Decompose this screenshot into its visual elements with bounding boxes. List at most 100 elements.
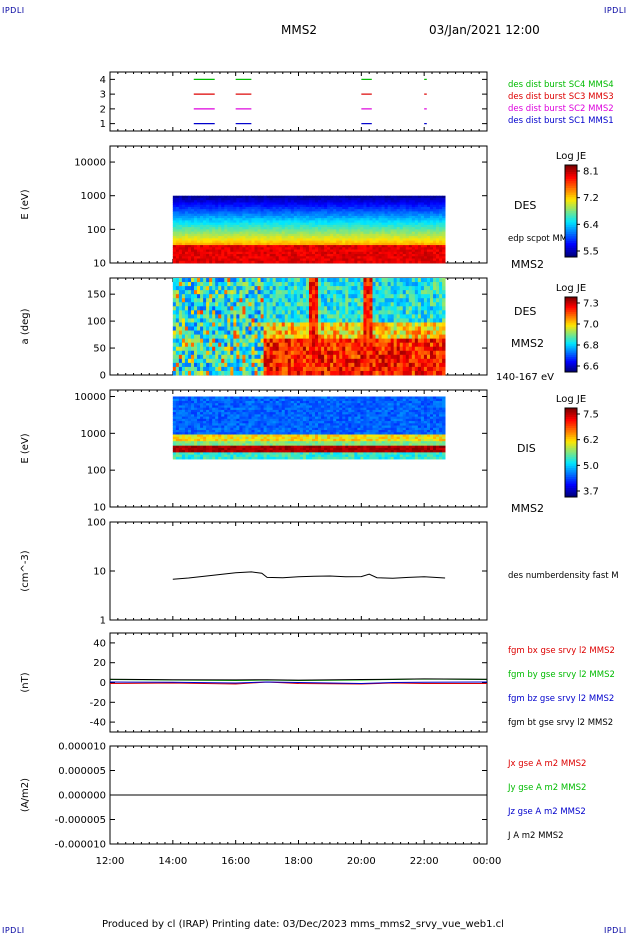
pitch-angle-cell — [251, 343, 254, 347]
pitch-angle-cell — [327, 306, 330, 310]
pitch-angle-cell — [409, 310, 412, 314]
pitch-angle-cell — [221, 359, 224, 363]
pitch-angle-cell — [376, 343, 379, 347]
pitch-angle-cell — [242, 343, 245, 347]
pitch-angle-cell — [236, 371, 239, 375]
pitch-angle-cell — [206, 339, 209, 343]
pitch-angle-cell — [342, 351, 345, 355]
pitch-angle-cell — [357, 363, 360, 367]
pitch-angle-cell — [303, 278, 306, 282]
pitch-angle-cell — [182, 367, 185, 371]
pitch-angle-cell — [324, 359, 327, 363]
pitch-angle-cell — [376, 339, 379, 343]
pitch-angle-cell — [400, 298, 403, 302]
pitch-angle-cell — [409, 278, 412, 282]
pitch-angle-cell — [203, 355, 206, 359]
pitch-angle-cell — [276, 318, 279, 322]
pitch-angle-cell — [297, 351, 300, 355]
pitch-angle-cell — [270, 318, 273, 322]
pitch-angle-cell — [227, 322, 230, 326]
pitch-angle-cell — [197, 310, 200, 314]
pitch-angle-cell — [203, 310, 206, 314]
pitch-angle-cell — [315, 351, 318, 355]
pitch-angle-cell — [188, 343, 191, 347]
pitch-angle-cell — [321, 318, 324, 322]
pitch-angle-cell — [264, 331, 267, 335]
pitch-angle-cell — [248, 347, 251, 351]
pitch-angle-cell — [242, 371, 245, 375]
pitch-angle-cell — [351, 371, 354, 375]
pitch-angle-cell — [221, 343, 224, 347]
pitch-angle-cell — [288, 331, 291, 335]
pitch-angle-cell — [382, 331, 385, 335]
pitch-angle-cell — [230, 290, 233, 294]
pitch-angle-cell — [409, 318, 412, 322]
pitch-angle-cell — [212, 335, 215, 339]
pitch-angle-cell — [318, 314, 321, 318]
pitch-angle-cell — [351, 327, 354, 331]
spectrogram-cell — [300, 261, 303, 264]
pitch-angle-cell — [185, 339, 188, 343]
pitch-angle-cell — [230, 278, 233, 282]
pitch-angle-cell — [397, 286, 400, 290]
pitch-angle-cell — [245, 278, 248, 282]
pitch-angle-cell — [388, 331, 391, 335]
pitch-angle-cell — [200, 331, 203, 335]
pitch-angle-cell — [400, 290, 403, 294]
colorbar-tick-label: 6.4 — [583, 220, 599, 231]
pitch-angle-cell — [282, 327, 285, 331]
pitch-angle-cell — [188, 310, 191, 314]
pitch-angle-cell — [251, 310, 254, 314]
pitch-angle-cell — [179, 290, 182, 294]
pitch-angle-cell — [339, 294, 342, 298]
spectrogram-cell — [285, 261, 288, 264]
pitch-angle-cell — [191, 371, 194, 375]
pitch-angle-cell — [282, 318, 285, 322]
pitch-angle-cell — [273, 339, 276, 343]
spectrogram-cell — [336, 261, 339, 264]
pitch-angle-cell — [327, 314, 330, 318]
pitch-angle-cell — [218, 371, 221, 375]
pitch-angle-cell — [200, 347, 203, 351]
pitch-angle-cell — [294, 286, 297, 290]
pitch-angle-cell — [306, 363, 309, 367]
pitch-angle-cell — [236, 327, 239, 331]
pitch-angle-cell — [185, 331, 188, 335]
pitch-angle-cell — [224, 290, 227, 294]
pitch-angle-cell — [224, 286, 227, 290]
pitch-angle-cell — [394, 331, 397, 335]
pitch-angle-cell — [306, 371, 309, 375]
spectrogram-cell — [251, 261, 254, 264]
pitch-angle-cell — [209, 302, 212, 306]
pitch-angle-cell — [312, 298, 315, 302]
pitch-angle-cell — [182, 327, 185, 331]
pitch-angle-cell — [194, 294, 197, 298]
pitch-angle-cell — [303, 367, 306, 371]
pitch-angle-cell — [357, 286, 360, 290]
pitch-angle-cell — [279, 322, 282, 326]
pitch-angle-cell — [406, 286, 409, 290]
pitch-angle-cell — [400, 282, 403, 286]
pitch-angle-cell — [233, 298, 236, 302]
pitch-angle-cell — [185, 306, 188, 310]
pitch-angle-cell — [206, 351, 209, 355]
pitch-angle-cell — [276, 282, 279, 286]
pitch-angle-cell — [354, 318, 357, 322]
pitch-angle-cell — [363, 290, 366, 294]
pitch-angle-cell — [276, 302, 279, 306]
spectrogram-cell — [176, 261, 179, 264]
pitch-angle-cell — [369, 335, 372, 339]
pitch-angle-cell — [309, 310, 312, 314]
spectrogram-cell — [182, 261, 185, 264]
pitch-angle-cell — [224, 306, 227, 310]
pitch-angle-cell — [264, 367, 267, 371]
pitch-angle-cell — [339, 322, 342, 326]
pitch-angle-cell — [324, 363, 327, 367]
pitch-angle-cell — [376, 347, 379, 351]
pitch-angle-cell — [391, 278, 394, 282]
pitch-angle-cell — [236, 351, 239, 355]
spectrogram-cell — [230, 261, 233, 264]
pitch-angle-cell — [273, 343, 276, 347]
pitch-angle-cell — [351, 290, 354, 294]
